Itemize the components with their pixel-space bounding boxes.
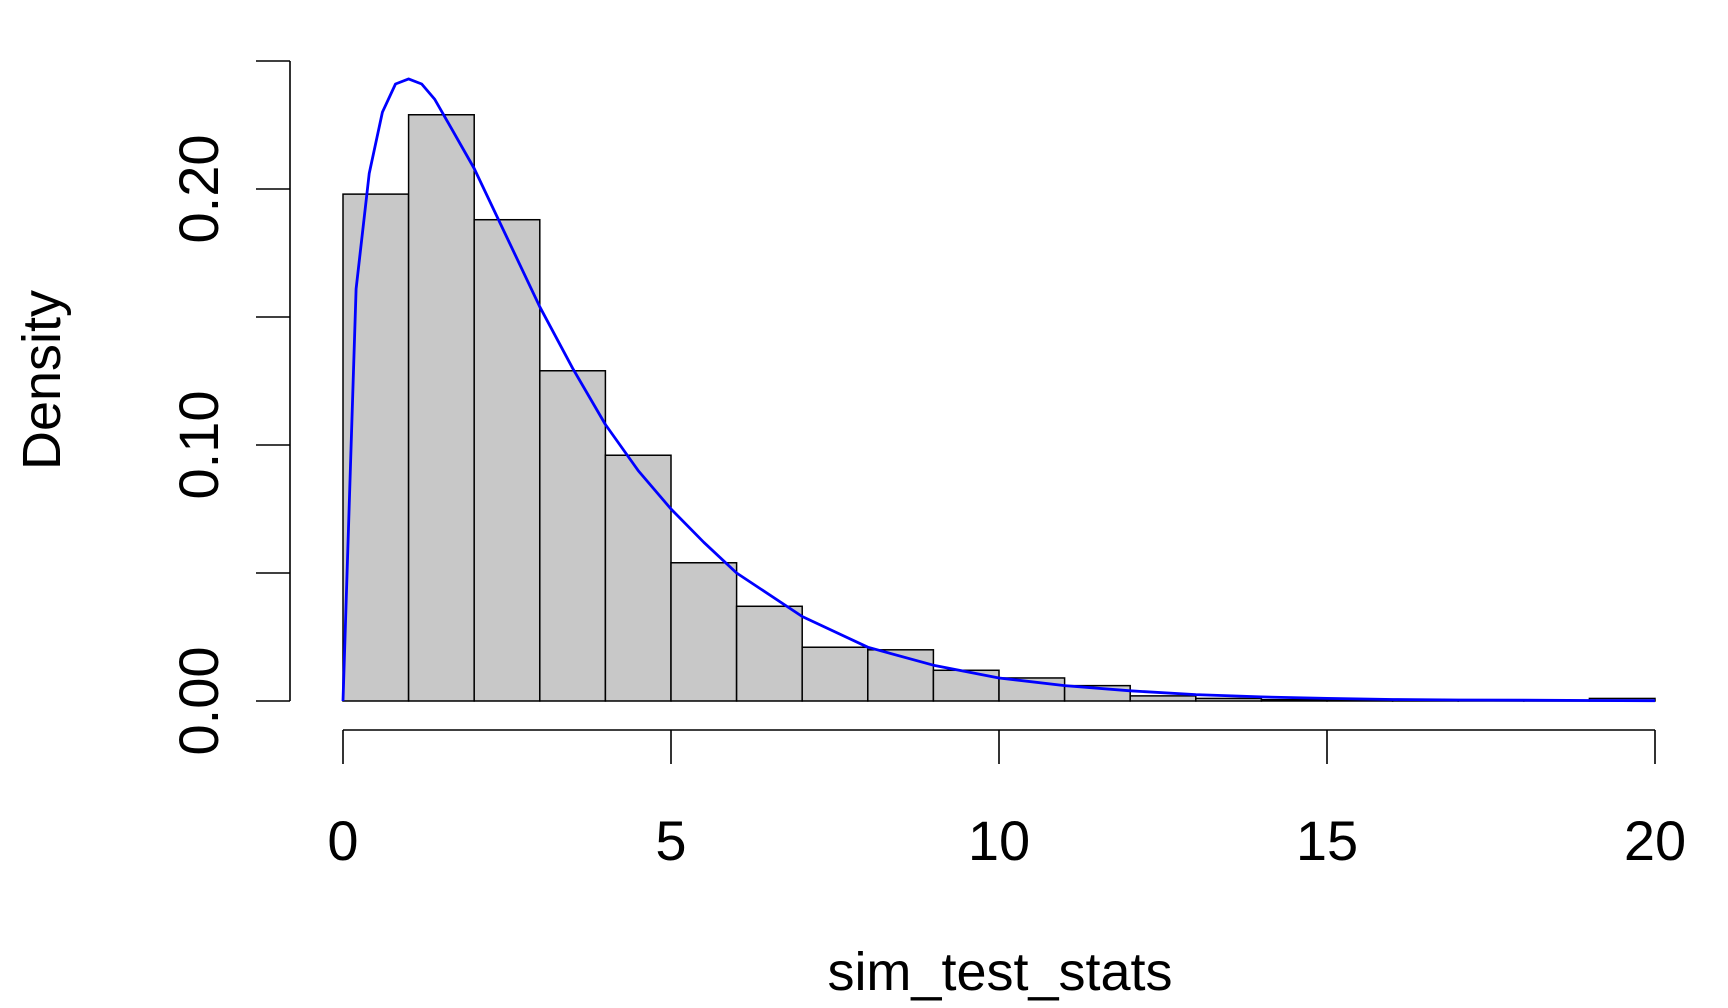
y-tick-label: 0.20 — [167, 135, 230, 244]
histogram-bar — [1195, 697, 1263, 702]
histogram-bar — [735, 605, 803, 702]
y-tick-label: 0.00 — [167, 647, 230, 756]
x-tick-label: 10 — [968, 809, 1030, 872]
x-axis: 0 5 10 15 20 — [327, 729, 1686, 872]
histogram-bar — [473, 218, 541, 702]
histogram-bar — [539, 370, 607, 702]
histogram-bar — [342, 193, 410, 702]
histogram-bars — [342, 114, 1656, 702]
density-curve — [341, 77, 1656, 703]
histogram-bar — [407, 114, 475, 702]
x-tick-label: 20 — [1624, 809, 1686, 872]
y-tick-label: 0.10 — [167, 391, 230, 500]
histogram-bar — [670, 562, 738, 702]
histogram-bar — [867, 649, 935, 702]
x-tick-label: 5 — [655, 809, 686, 872]
histogram-bar — [604, 454, 672, 702]
histogram-bar — [801, 646, 869, 702]
x-tick-label: 0 — [327, 809, 358, 872]
y-axis-title: Density — [12, 290, 72, 470]
histogram-bar — [1260, 698, 1328, 702]
x-tick-label: 15 — [1296, 809, 1358, 872]
y-axis: 0.00 0.10 0.20 — [167, 60, 291, 756]
x-axis-title: sim_test_stats — [827, 942, 1172, 1002]
histogram-bar — [1129, 695, 1197, 702]
